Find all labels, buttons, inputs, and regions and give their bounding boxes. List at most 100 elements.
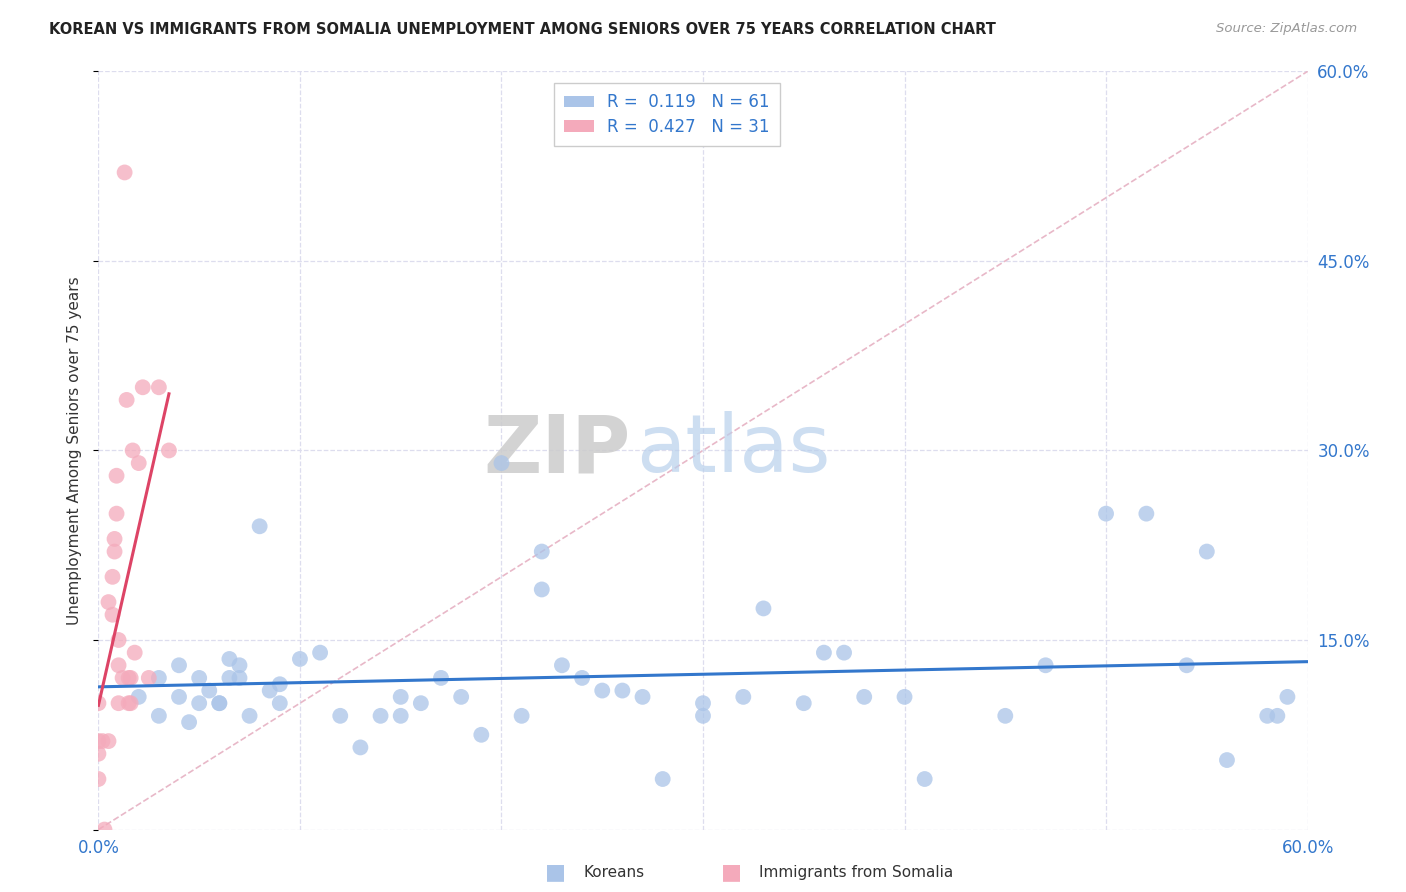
Point [309,646,332,660]
Point [87,734,110,748]
Point [208,696,231,710]
Point [571,671,593,685]
Point [994,708,1017,723]
Text: Immigrants from Somalia: Immigrants from Somalia [759,865,953,880]
Point [1256,708,1278,723]
Point [269,677,291,691]
Point [120,696,142,710]
Point [551,658,574,673]
Point [198,683,221,698]
Point [87,747,110,761]
Text: Koreans: Koreans [583,865,644,880]
Point [157,443,180,458]
Point [530,582,553,597]
Point [914,772,936,786]
Text: Source: ZipAtlas.com: Source: ZipAtlas.com [1216,22,1357,36]
Point [121,443,143,458]
Point [651,772,673,786]
Point [101,570,124,584]
Point [269,696,291,710]
Point [132,380,155,394]
Point [288,652,311,666]
Point [103,532,125,546]
Point [93,822,115,837]
Point [370,708,392,723]
Text: ZIP: ZIP [484,411,630,490]
Point [1175,658,1198,673]
Point [128,690,150,704]
Text: ■: ■ [721,863,741,882]
Point [208,696,231,710]
Point [138,671,160,685]
Point [1216,753,1239,767]
Point [87,772,110,786]
Point [188,696,211,710]
Point [128,456,150,470]
Point [148,708,170,723]
Point [389,708,412,723]
Point [228,671,250,685]
Text: atlas: atlas [637,411,831,490]
Point [591,683,613,698]
Point [97,595,120,609]
Point [1277,690,1299,704]
Point [752,601,775,615]
Point [148,671,170,685]
Point [733,690,755,704]
Point [813,646,835,660]
Point [105,468,128,483]
Point [349,740,371,755]
Point [107,658,129,673]
Point [124,646,146,660]
Point [631,690,654,704]
Point [179,715,201,730]
Point [120,671,142,685]
Point [1267,708,1289,723]
Point [239,708,262,723]
Point [107,633,129,648]
Point [107,696,129,710]
Point [893,690,915,704]
Point [167,658,190,673]
Legend: R =  0.119   N = 61, R =  0.427   N = 31: R = 0.119 N = 61, R = 0.427 N = 31 [554,84,780,146]
Point [793,696,815,710]
Point [692,708,714,723]
Point [491,456,513,470]
Y-axis label: Unemployment Among Seniors over 75 years: Unemployment Among Seniors over 75 years [67,277,83,624]
Point [249,519,271,533]
Point [218,652,240,666]
Point [329,708,352,723]
Point [91,734,114,748]
Point [228,658,250,673]
Point [103,544,125,558]
Point [832,646,855,660]
Point [101,607,124,622]
Point [510,708,533,723]
Point [450,690,472,704]
Point [148,380,170,394]
Point [115,392,138,407]
Point [1135,507,1157,521]
Point [114,165,136,179]
Point [389,690,412,704]
Point [118,696,141,710]
Point [1035,658,1057,673]
Point [218,671,240,685]
Text: KOREAN VS IMMIGRANTS FROM SOMALIA UNEMPLOYMENT AMONG SENIORS OVER 75 YEARS CORRE: KOREAN VS IMMIGRANTS FROM SOMALIA UNEMPL… [49,22,995,37]
Point [167,690,190,704]
Point [97,734,120,748]
Point [118,671,141,685]
Point [692,696,714,710]
Point [259,683,281,698]
Point [612,683,634,698]
Point [1195,544,1218,558]
Text: ■: ■ [546,863,565,882]
Point [470,728,492,742]
Point [87,696,110,710]
Point [430,671,453,685]
Point [188,671,211,685]
Point [1095,507,1118,521]
Point [853,690,876,704]
Point [111,671,134,685]
Point [105,507,128,521]
